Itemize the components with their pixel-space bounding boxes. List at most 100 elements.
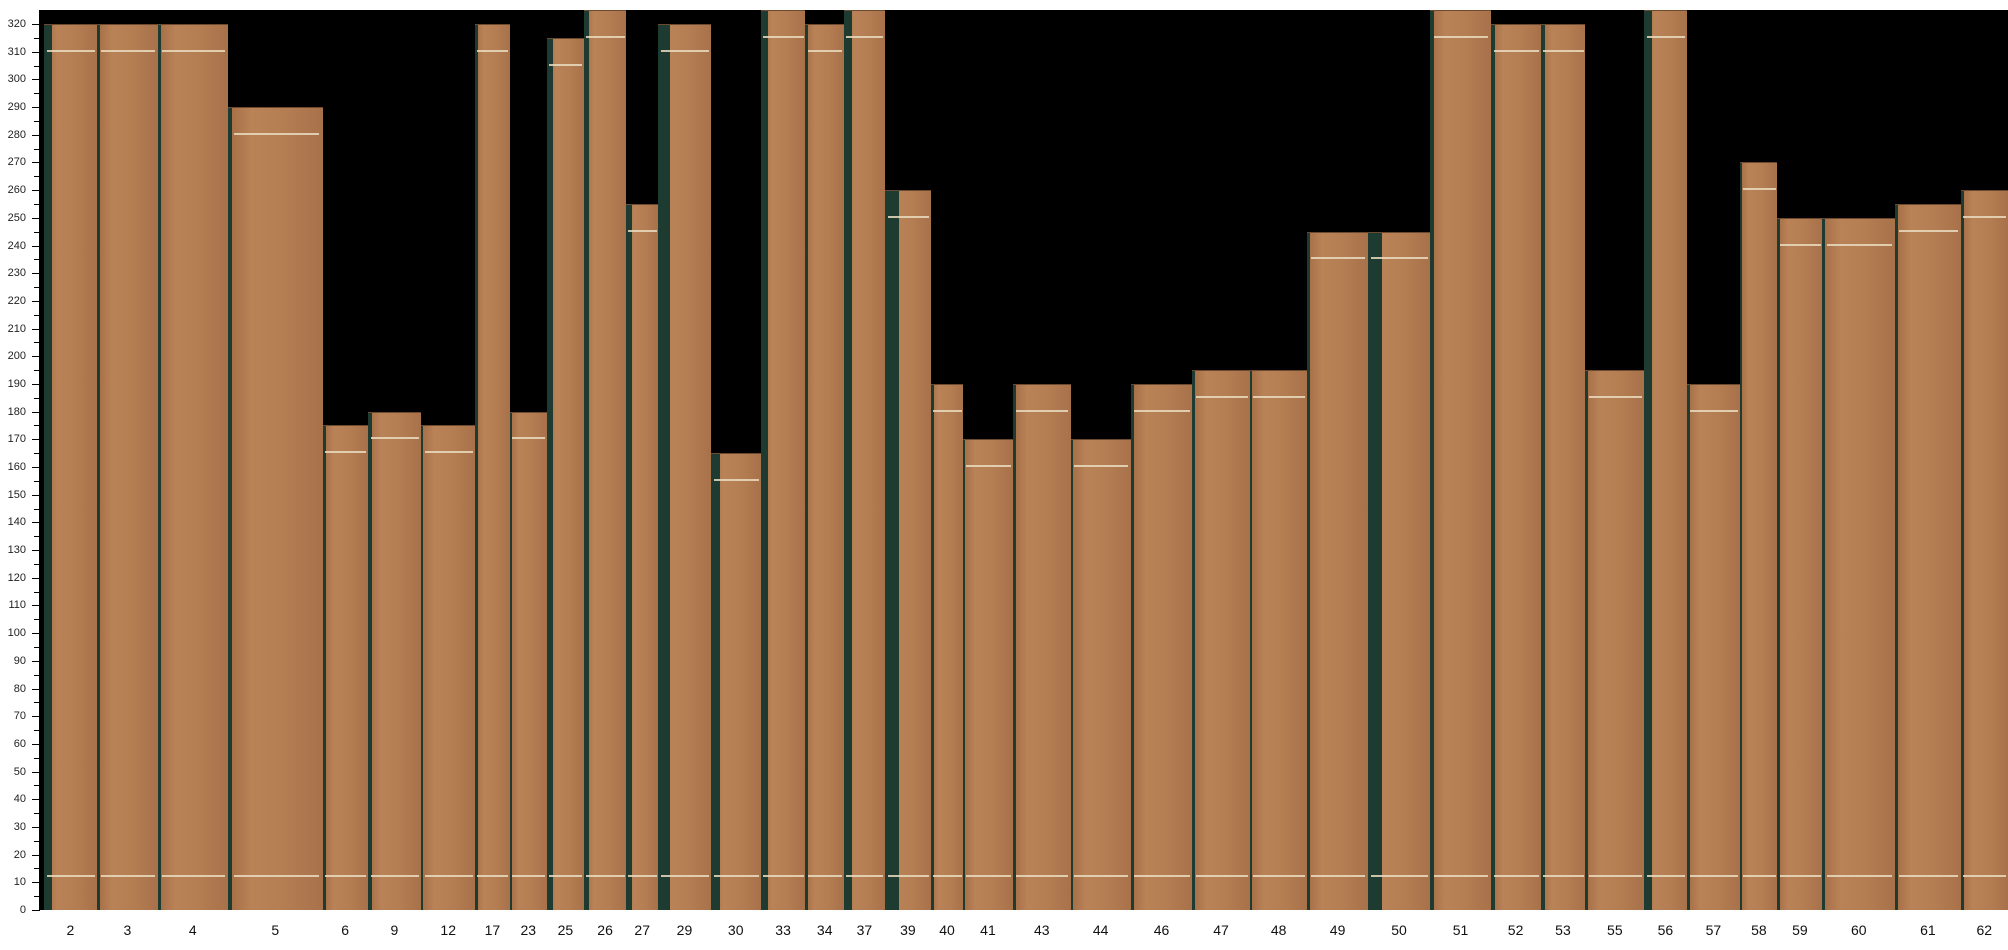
chalk-line xyxy=(46,874,96,877)
x-tick-label: 12 xyxy=(440,922,456,938)
board-bar-30 xyxy=(710,453,761,910)
board-edge-gap xyxy=(1540,25,1545,910)
x-tick-label: 62 xyxy=(1976,922,1993,938)
board-edge-gap xyxy=(157,25,161,910)
y-tick xyxy=(32,190,40,192)
x-tick-label: 25 xyxy=(557,922,574,938)
x-tick-label: 39 xyxy=(900,922,916,938)
y-tick-label: 110 xyxy=(8,599,26,612)
y-tick xyxy=(34,480,40,482)
x-tick-label: 34 xyxy=(816,922,833,938)
board-edge-gap xyxy=(475,25,479,910)
chalk-line xyxy=(1543,874,1584,877)
board-edge-gap xyxy=(760,11,768,910)
board-edge-gap xyxy=(97,25,101,910)
x-tick-label: 46 xyxy=(1153,922,1170,938)
chalk-line xyxy=(1543,49,1584,52)
y-tick-label: 190 xyxy=(7,377,26,390)
y-tick xyxy=(34,176,40,178)
chalk-line xyxy=(1134,874,1190,877)
y-tick-label: 200 xyxy=(7,350,26,363)
chalk-line xyxy=(1493,49,1539,52)
x-tick-label: 17 xyxy=(484,922,501,938)
y-tick-label: 180 xyxy=(7,405,26,418)
y-tick xyxy=(34,37,40,39)
board-edge-gap xyxy=(1822,218,1826,910)
y-tick-label: 310 xyxy=(7,45,26,58)
board-edge-gap xyxy=(710,454,720,910)
board-edge-gap xyxy=(1644,11,1653,910)
x-tick-label: 29 xyxy=(676,922,693,938)
y-tick-label: 220 xyxy=(7,294,26,307)
board-edge-gap xyxy=(1585,371,1589,910)
board-edge-gap xyxy=(367,412,372,910)
board-edge-gap xyxy=(1960,191,1964,910)
chalk-line xyxy=(477,874,509,877)
x-tick-label: 4 xyxy=(188,922,197,938)
chalk-line xyxy=(1311,257,1366,260)
chalk-line xyxy=(1253,395,1306,398)
x-tick-label: 43 xyxy=(1033,922,1050,938)
y-tick xyxy=(34,259,40,261)
chalk-line xyxy=(424,874,473,877)
chalk-line xyxy=(161,49,226,52)
chalk-line xyxy=(628,229,657,232)
chalk-line xyxy=(477,49,509,52)
chalk-line xyxy=(1646,35,1685,38)
chalk-line xyxy=(1689,409,1739,412)
y-tick-label: 20 xyxy=(13,848,26,861)
y-tick-label: 210 xyxy=(7,322,26,335)
chalk-line xyxy=(661,874,709,877)
y-axis: 0 10 20 30 40 50 60 70 80 90 100 110 120 130 140 150 160… xyxy=(0,0,40,950)
y-tick xyxy=(34,730,40,732)
chalk-line xyxy=(511,437,546,440)
y-tick-label: 120 xyxy=(7,571,26,584)
y-tick-label: 0 xyxy=(19,904,26,916)
x-tick-label: 27 xyxy=(634,922,651,938)
y-tick xyxy=(32,494,40,496)
y-tick xyxy=(34,342,40,344)
chalk-line xyxy=(887,874,930,877)
chalk-line xyxy=(1588,874,1642,877)
y-tick xyxy=(34,591,40,593)
board-bar-33 xyxy=(760,10,806,910)
chalk-line xyxy=(1074,874,1129,877)
board-edge-gap xyxy=(1012,384,1016,910)
y-tick-label: 50 xyxy=(13,765,26,778)
board-edge-gap xyxy=(546,38,553,910)
y-tick-label: 160 xyxy=(7,461,26,473)
y-tick xyxy=(32,162,40,164)
board-edge-gap xyxy=(805,25,809,910)
chalk-line xyxy=(1134,409,1190,412)
y-tick xyxy=(34,203,40,205)
x-tick-label: 58 xyxy=(1751,922,1767,938)
x-tick-label: 55 xyxy=(1607,922,1623,938)
chalk-line xyxy=(586,35,625,38)
x-tick-label: 53 xyxy=(1555,922,1571,938)
board-bar-59 xyxy=(1777,217,1823,910)
x-tick-label: 50 xyxy=(1391,922,1407,938)
chalk-line xyxy=(1371,874,1428,877)
board-bar-51 xyxy=(1430,10,1491,910)
y-tick-label: 100 xyxy=(7,627,26,640)
board-bar-46 xyxy=(1130,383,1193,910)
x-tick-label: 6 xyxy=(341,922,350,938)
board-bar-52 xyxy=(1490,24,1541,910)
y-tick xyxy=(34,702,40,704)
board-edge-gap xyxy=(322,426,326,910)
board-edge-gap xyxy=(1430,11,1435,910)
y-tick xyxy=(34,65,40,67)
y-tick xyxy=(34,148,40,150)
chalk-line xyxy=(1780,874,1821,877)
board-bar-40 xyxy=(930,383,963,910)
board-bar-58 xyxy=(1740,162,1778,910)
board-bar-39 xyxy=(884,190,931,910)
y-tick xyxy=(32,411,40,413)
board-bar-29 xyxy=(658,24,711,910)
board-edge-gap xyxy=(421,426,424,910)
board-bar-61 xyxy=(1895,203,1961,910)
y-tick-label: 320 xyxy=(7,18,26,30)
board-bar-56 xyxy=(1644,10,1687,910)
board-edge-gap xyxy=(884,191,899,910)
y-tick-label: 170 xyxy=(7,433,26,446)
